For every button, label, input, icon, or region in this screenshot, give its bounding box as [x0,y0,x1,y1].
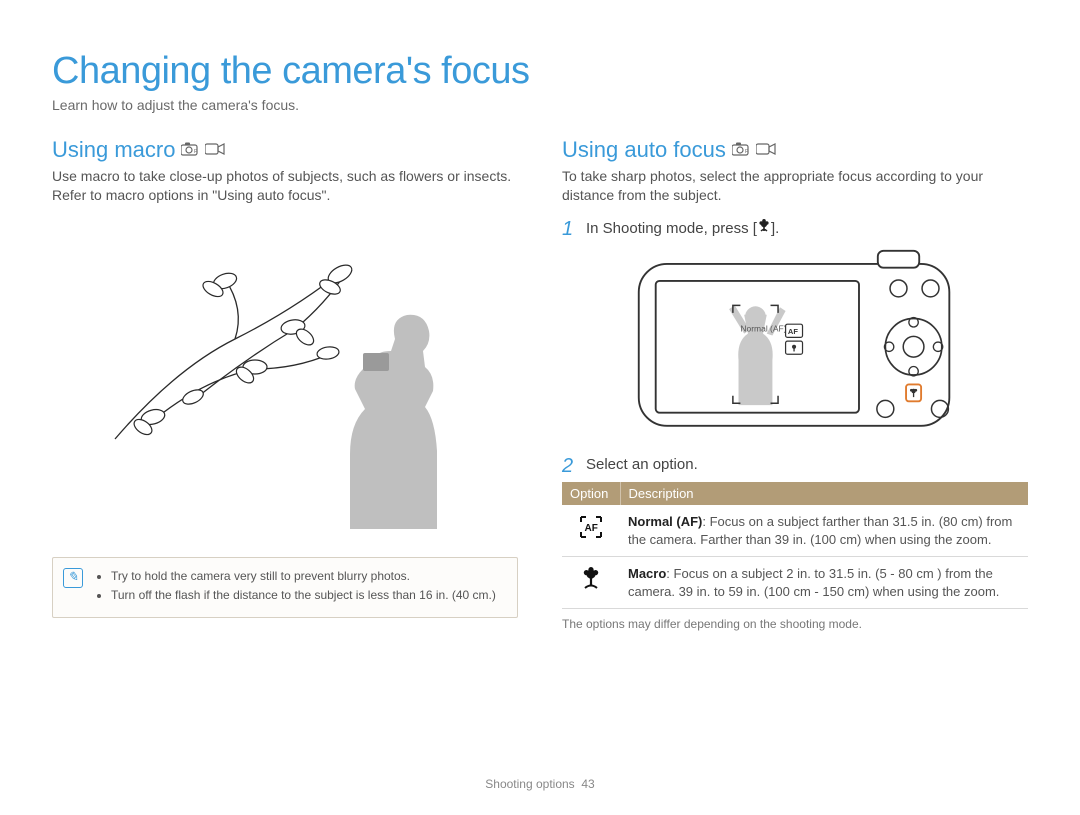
video-mode-icon [205,142,225,158]
macro-illustration [52,219,518,539]
step-text: In Shooting mode, press []. [586,219,779,239]
step-number: 1 [562,219,576,239]
note-icon: ✎ [63,568,83,588]
table-footnote: The options may differ depending on the … [562,617,1028,631]
note-box: ✎ Try to hold the camera very still to p… [52,557,518,618]
cell-description: Normal (AF): Focus on a subject farther … [620,505,1028,557]
table-row: Macro: Focus on a subject 2 in. to 31.5 … [562,557,1028,609]
table-row: AF Normal (AF): Focus on a subject farth… [562,505,1028,557]
macro-icon [562,557,620,609]
diagram-label: Normal (AF) [740,323,786,333]
svg-text:AF: AF [788,327,798,336]
section-heading-macro: Using macro P [52,137,225,163]
note-item: Try to hold the camera very still to pre… [111,568,505,585]
heading-text: Using auto focus [562,137,726,163]
step-number: 2 [562,456,576,476]
step-text: Select an option. [586,456,698,476]
section-heading-autofocus: Using auto focus P [562,137,776,163]
camera-mode-icon: P [181,142,199,159]
col-option: Option [562,482,620,505]
camera-diagram: Normal (AF) AF [635,247,955,440]
af-icon: AF [562,505,620,557]
svg-text:AF: AF [585,523,598,534]
step-1: 1 In Shooting mode, press []. [562,219,1028,239]
option-desc: : Focus on a subject 2 in. to 31.5 in. (… [628,566,999,599]
note-item: Turn off the flash if the distance to th… [111,587,505,604]
page-subtitle: Learn how to adjust the camera's focus. [52,97,1028,113]
footer-page: 43 [581,777,594,791]
option-label: Macro [628,566,666,581]
option-label: Normal (AF) [628,514,702,529]
macro-body: Use macro to take close-up photos of sub… [52,167,518,205]
autofocus-body: To take sharp photos, select the appropr… [562,167,1028,205]
page-footer: Shooting options 43 [0,777,1080,791]
camera-mode-icon: P [732,142,750,159]
col-description: Description [620,482,1028,505]
cell-description: Macro: Focus on a subject 2 in. to 31.5 … [620,557,1028,609]
page-title: Changing the camera's focus [52,50,1028,93]
left-column: Using macro P Use macro to take close-up… [52,137,518,631]
step-text-pre: In Shooting mode, press [ [586,220,757,237]
right-column: Using auto focus P To take sharp photos,… [562,137,1028,631]
macro-key-icon [757,219,771,233]
step-text-post: ]. [771,220,779,237]
video-mode-icon [756,142,776,158]
heading-text: Using macro [52,137,175,163]
options-table: Option Description AF Normal (AF): Focus… [562,482,1028,609]
step-2: 2 Select an option. [562,456,1028,476]
footer-section: Shooting options [485,777,574,791]
